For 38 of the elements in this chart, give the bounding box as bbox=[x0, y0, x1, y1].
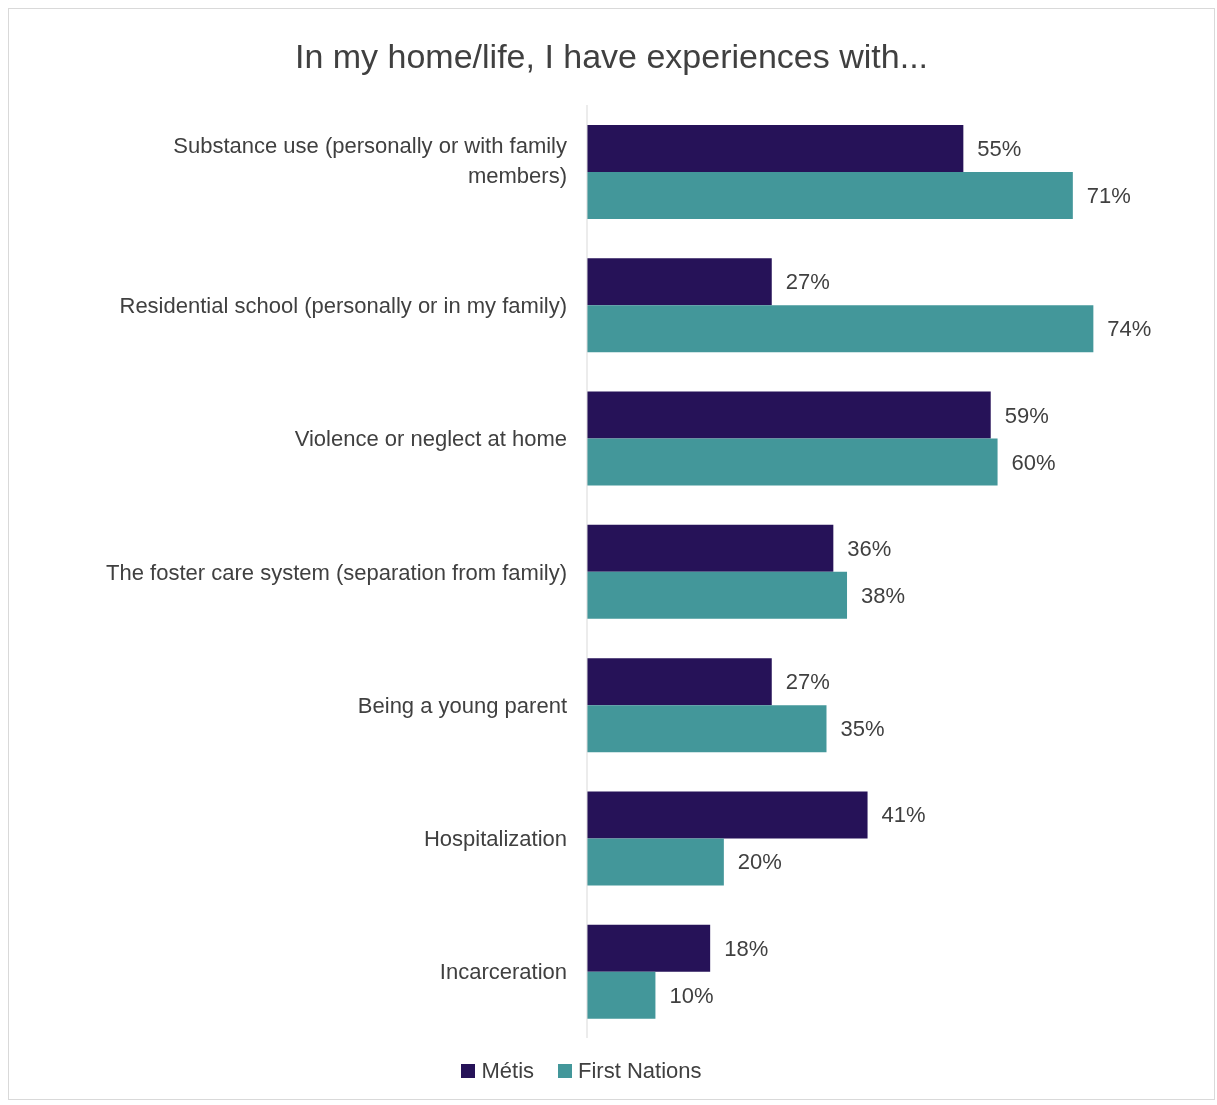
data-label: 60% bbox=[1011, 449, 1056, 475]
data-label: 59% bbox=[1004, 402, 1049, 428]
bar bbox=[587, 658, 772, 706]
data-label: 41% bbox=[881, 802, 926, 828]
y-tick-label: Being a young parent bbox=[357, 692, 567, 718]
bar bbox=[587, 391, 991, 439]
data-label: 27% bbox=[785, 669, 830, 695]
y-tick-label: Violence or neglect at home bbox=[294, 425, 567, 451]
bar bbox=[587, 125, 964, 172]
data-label: 71% bbox=[1086, 183, 1131, 208]
data-label: 10% bbox=[669, 982, 714, 1008]
bar bbox=[587, 705, 827, 753]
legend-label: First Nations bbox=[577, 1058, 702, 1084]
y-tick-label: Incarceration bbox=[439, 958, 567, 984]
y-tick-label: Hospitalization bbox=[423, 825, 567, 851]
y-tick-label: The foster care system (separation from family) bbox=[106, 559, 567, 584]
bar bbox=[587, 971, 656, 1019]
bar bbox=[587, 838, 724, 886]
data-label: 36% bbox=[847, 535, 892, 561]
chart-title: In my home/life, I have experiences with... bbox=[293, 36, 930, 77]
bar bbox=[587, 524, 834, 572]
y-tick-label: Substance use (personally or with family members) bbox=[173, 132, 567, 188]
bar bbox=[587, 438, 998, 486]
data-label: 74% bbox=[1107, 316, 1152, 342]
bar bbox=[587, 172, 1073, 219]
data-label: 18% bbox=[724, 935, 769, 961]
y-tick-label: Residential school (personally or in my family) bbox=[119, 292, 567, 318]
data-label: 35% bbox=[840, 716, 885, 742]
bar bbox=[587, 571, 848, 619]
bar bbox=[587, 924, 711, 972]
bar bbox=[587, 258, 772, 306]
data-label: 20% bbox=[737, 849, 782, 875]
bar bbox=[587, 791, 868, 839]
data-label: 55% bbox=[977, 136, 1022, 161]
data-label: 38% bbox=[861, 582, 906, 608]
data-label: 27% bbox=[785, 269, 830, 295]
bar bbox=[587, 305, 1094, 353]
legend-label: Métis bbox=[480, 1058, 535, 1084]
